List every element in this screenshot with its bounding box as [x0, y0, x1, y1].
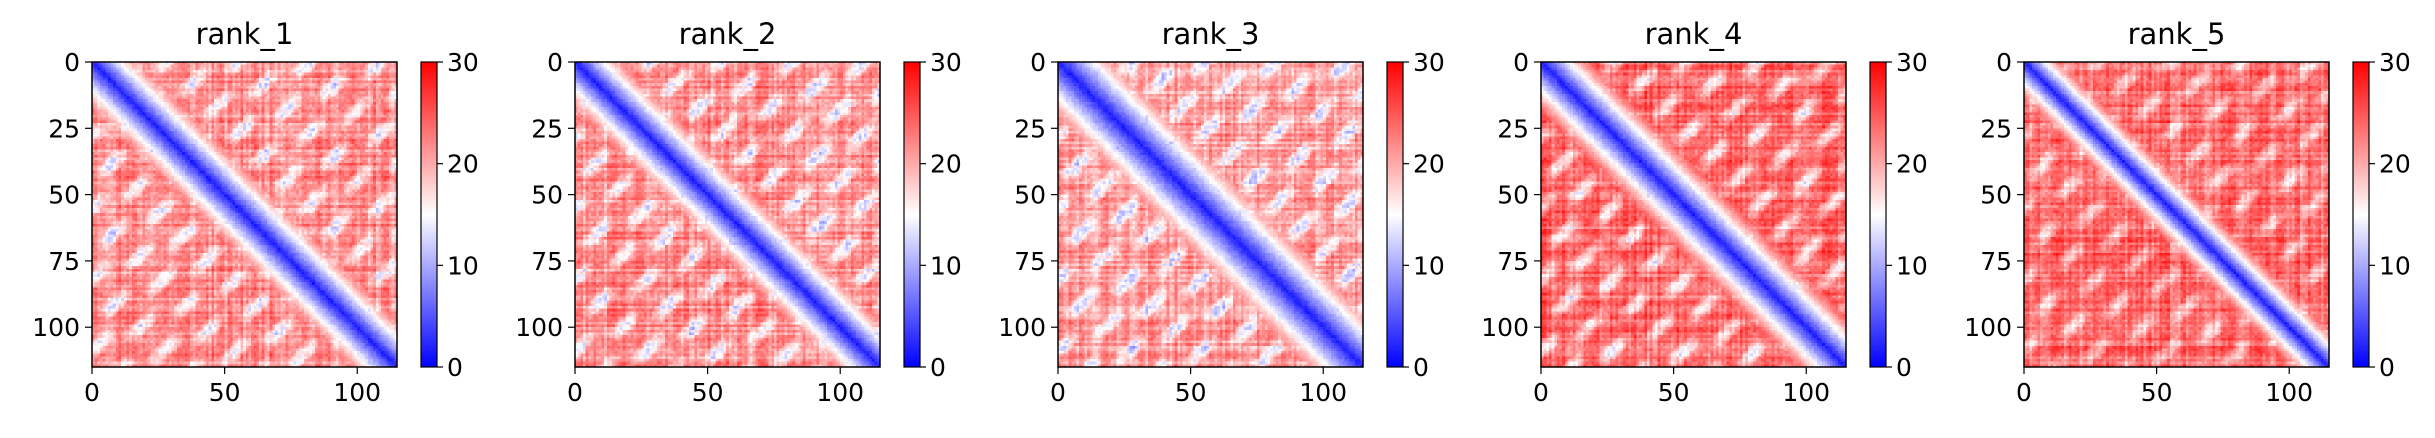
colorbar-tick-label: 30	[2379, 48, 2411, 77]
subplot-4: rank_4 0 50 100 0 25 50 75 100 0 10 20 30	[1481, 17, 1928, 407]
colorbar-tick-label: 30	[1413, 48, 1445, 77]
chart-title: rank_1	[196, 17, 294, 51]
colorbar-tick-label: 0	[1896, 353, 1912, 382]
plot-frame	[574, 61, 881, 368]
y-tick-label: 75	[1980, 247, 2012, 276]
y-tick-label: 0	[1513, 48, 1529, 77]
subplot-1: rank_1 0 50 100 0 25 50 75 100 0 10 20 30	[32, 17, 479, 407]
x-tick-label: 100	[2265, 378, 2313, 407]
heatmap-image	[1058, 62, 1363, 367]
colorbar	[904, 62, 920, 367]
colorbar-tick-label: 30	[1896, 48, 1928, 77]
colorbar-tick-label: 30	[930, 48, 962, 77]
colorbar-tick-label: 20	[2379, 150, 2411, 179]
x-tick-label: 50	[1175, 378, 1207, 407]
heatmap-image	[575, 62, 880, 367]
y-tick-label: 100	[32, 313, 80, 342]
colorbar-tick-label: 10	[1896, 251, 1928, 280]
colorbar-tick-label: 20	[930, 150, 962, 179]
x-tick-label: 50	[1658, 378, 1690, 407]
colorbar-tick-label: 20	[1896, 150, 1928, 179]
x-tick-label: 50	[2141, 378, 2173, 407]
colorbar-tick-label: 10	[2379, 251, 2411, 280]
y-tick-label: 50	[531, 181, 563, 210]
y-tick-label: 0	[64, 48, 80, 77]
colorbar-tick-label: 10	[930, 251, 962, 280]
chart-title: rank_5	[2128, 17, 2226, 51]
x-tick-label: 100	[816, 378, 864, 407]
y-tick-label: 50	[1014, 181, 1046, 210]
subplot-2: rank_2 0 50 100 0 25 50 75 100 0 10 20 30	[515, 17, 962, 407]
subplot-3: rank_3 0 50 100 0 25 50 75 100 0 10 20 30	[998, 17, 1445, 407]
colorbar	[2353, 62, 2369, 367]
x-tick-label: 50	[692, 378, 724, 407]
x-tick-label: 0	[1533, 378, 1549, 407]
x-tick-label: 0	[84, 378, 100, 407]
plot-frame	[91, 61, 398, 368]
y-tick-label: 75	[1497, 247, 1529, 276]
chart-title: rank_2	[679, 17, 777, 51]
y-tick-label: 25	[1980, 114, 2012, 143]
plot-frame	[1540, 61, 1847, 368]
plot-frame	[1057, 61, 1364, 368]
y-tick-label: 0	[547, 48, 563, 77]
y-tick-label: 50	[1497, 181, 1529, 210]
y-tick-label: 50	[1980, 181, 2012, 210]
y-tick-label: 25	[48, 114, 80, 143]
x-tick-label: 100	[1299, 378, 1347, 407]
colorbar-tick-label: 0	[447, 353, 463, 382]
colorbar	[1870, 62, 1886, 367]
colorbar-tick-label: 0	[1413, 353, 1429, 382]
y-tick-label: 100	[1964, 313, 2012, 342]
chart-title: rank_4	[1645, 17, 1743, 51]
x-tick-label: 100	[1782, 378, 1830, 407]
y-tick-label: 75	[1014, 247, 1046, 276]
plot-frame	[2023, 61, 2330, 368]
colorbar-tick-label: 20	[447, 150, 479, 179]
colorbar	[1387, 62, 1403, 367]
chart-title: rank_3	[1162, 17, 1260, 51]
y-tick-label: 25	[531, 114, 563, 143]
y-tick-label: 75	[531, 247, 563, 276]
colorbar-frame	[2352, 61, 2370, 368]
colorbar-tick-label: 10	[447, 251, 479, 280]
y-tick-label: 100	[998, 313, 1046, 342]
colorbar-frame	[1386, 61, 1404, 368]
x-tick-label: 0	[1050, 378, 1066, 407]
colorbar-frame	[903, 61, 921, 368]
y-tick-label: 50	[48, 181, 80, 210]
x-tick-label: 0	[567, 378, 583, 407]
x-tick-label: 0	[2016, 378, 2032, 407]
heatmap-image	[92, 62, 397, 367]
x-tick-label: 50	[209, 378, 241, 407]
y-tick-label: 0	[1030, 48, 1046, 77]
colorbar-tick-label: 20	[1413, 150, 1445, 179]
x-tick-label: 100	[333, 378, 381, 407]
y-tick-label: 25	[1497, 114, 1529, 143]
colorbar-frame	[1869, 61, 1887, 368]
colorbar-tick-label: 0	[2379, 353, 2395, 382]
y-tick-label: 75	[48, 247, 80, 276]
colorbar-tick-label: 10	[1413, 251, 1445, 280]
colorbar-tick-label: 30	[447, 48, 479, 77]
y-tick-label: 100	[515, 313, 563, 342]
y-tick-label: 100	[1481, 313, 1529, 342]
y-tick-label: 25	[1014, 114, 1046, 143]
colorbar-frame	[420, 61, 438, 368]
heatmap-image	[1541, 62, 1846, 367]
y-tick-label: 0	[1996, 48, 2012, 77]
colorbar-tick-label: 0	[930, 353, 946, 382]
subplot-5: rank_5 0 50 100 0 25 50 75 100 0 10 20 30	[1964, 17, 2411, 407]
colorbar	[421, 62, 437, 367]
heatmap-image	[2024, 62, 2329, 367]
